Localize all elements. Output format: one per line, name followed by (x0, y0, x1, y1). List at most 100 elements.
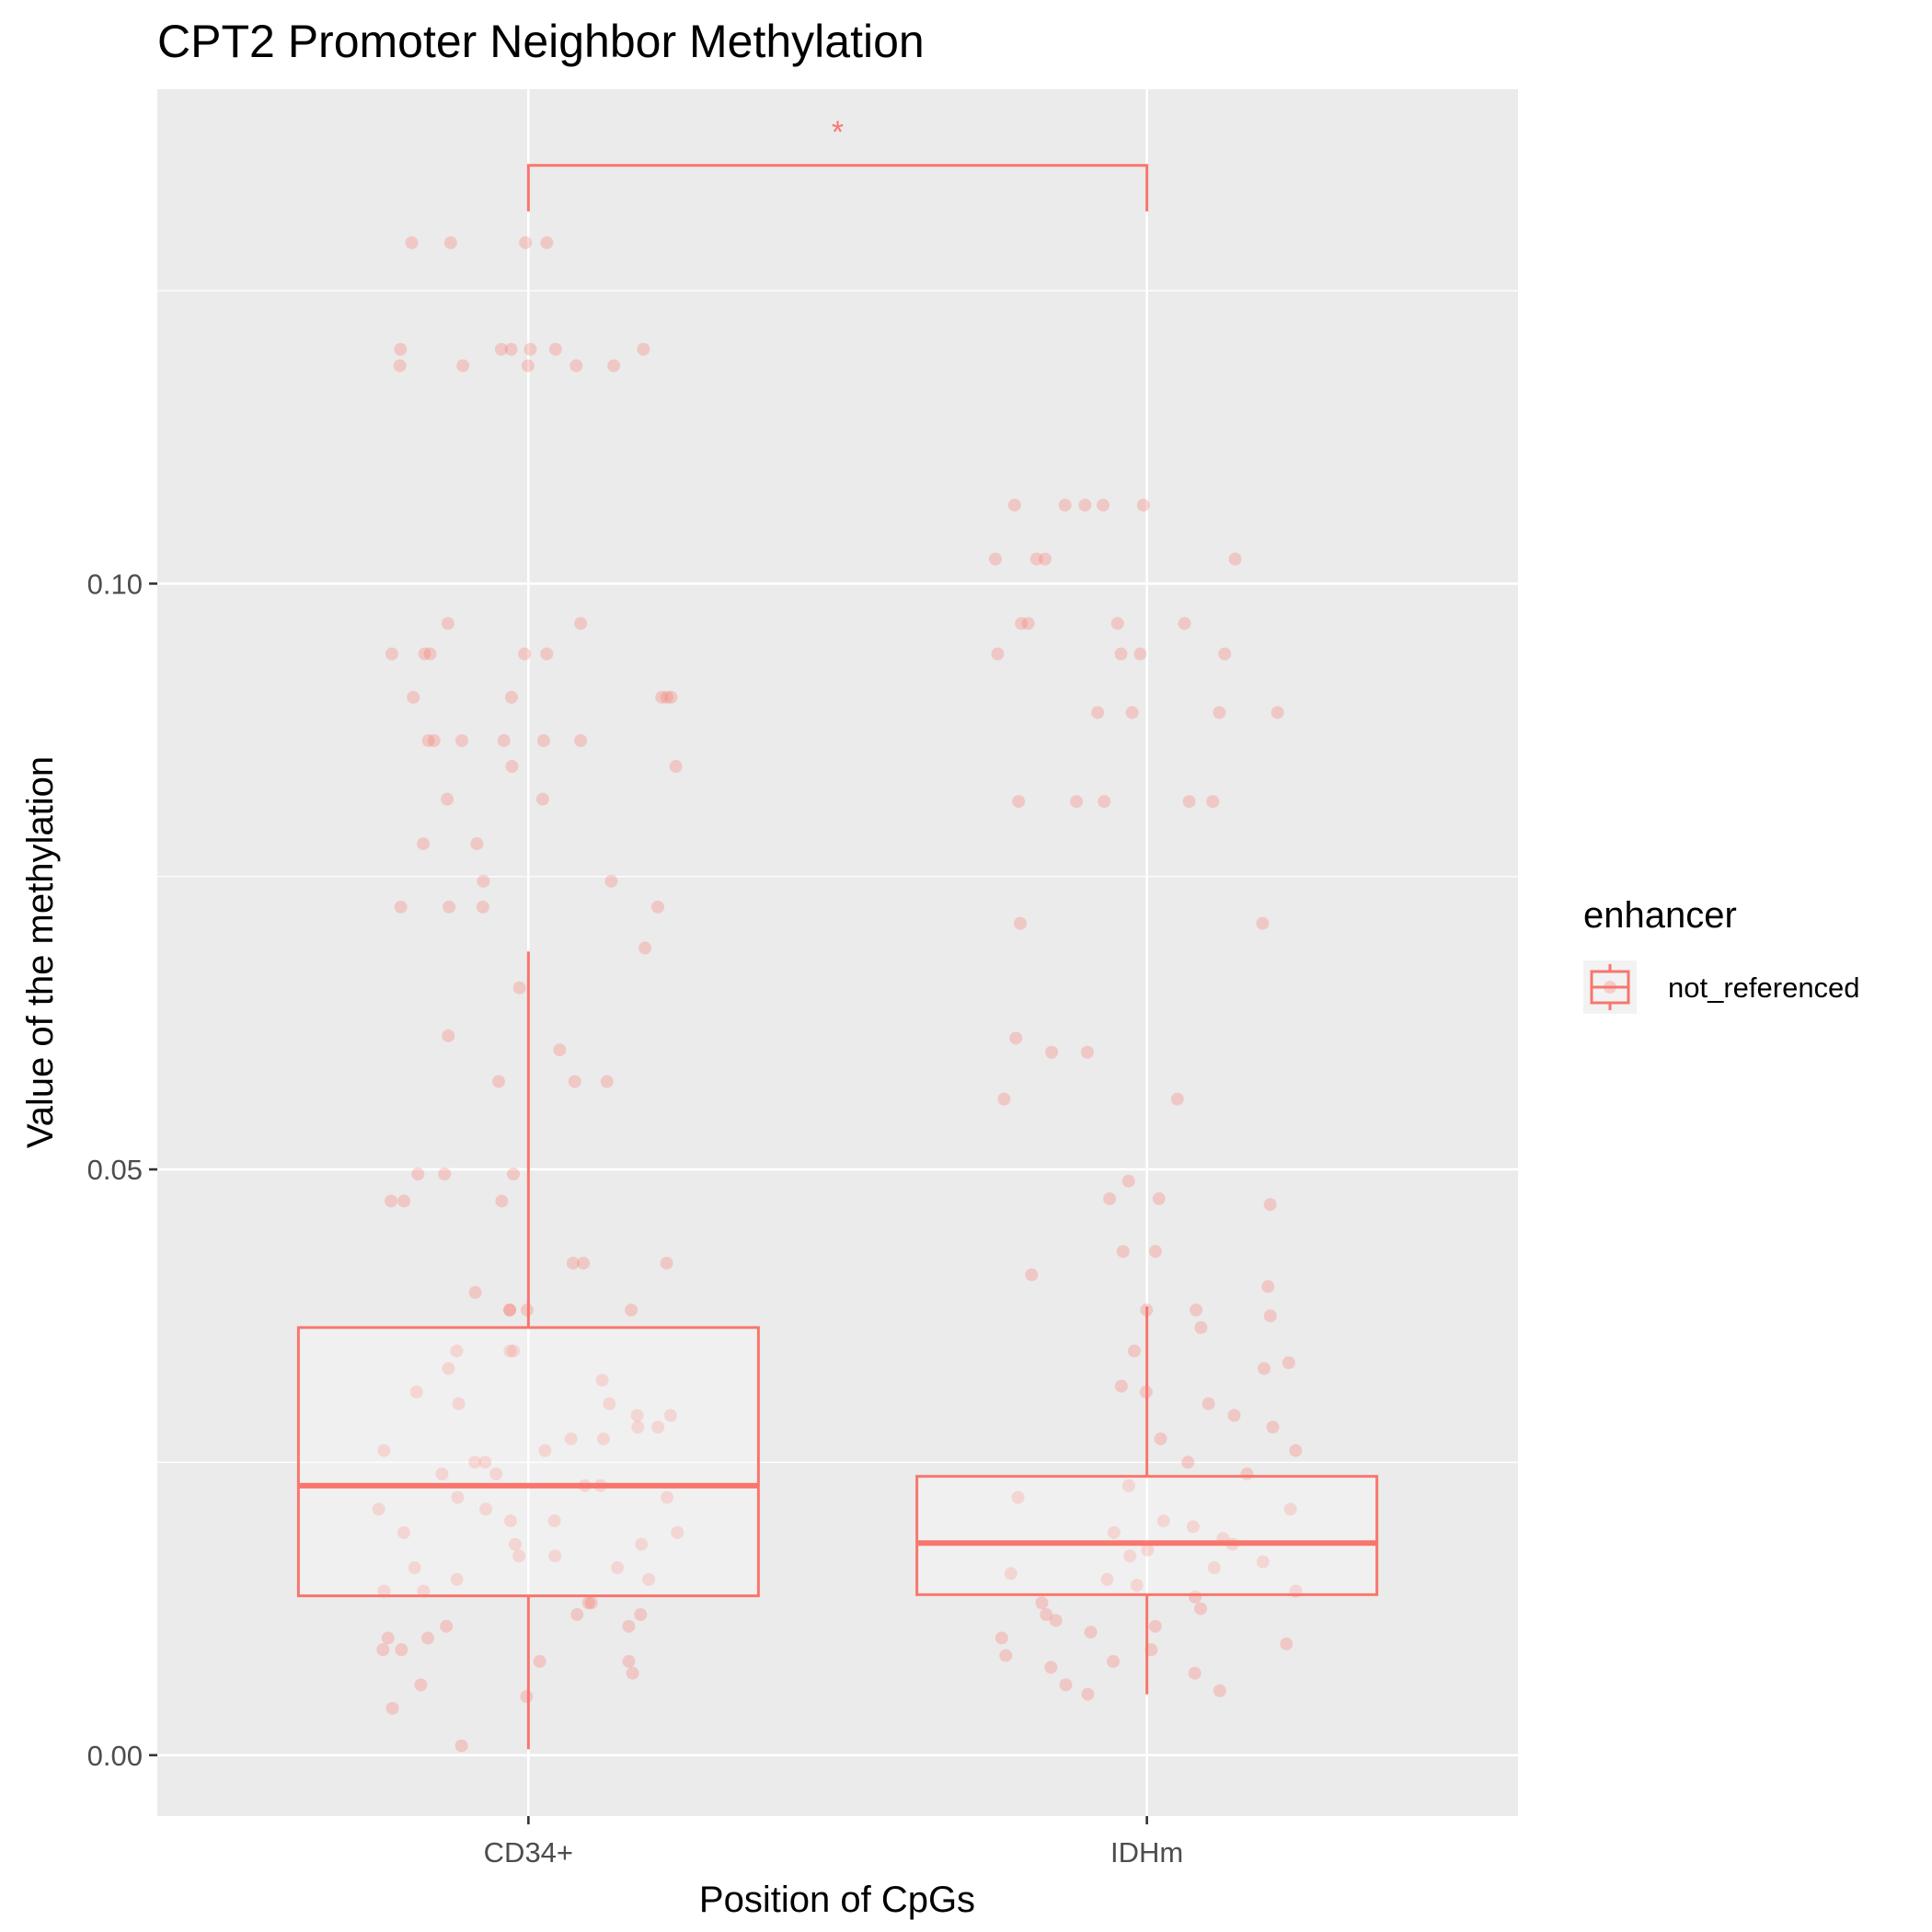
data-point (1261, 1280, 1275, 1294)
data-point (518, 647, 532, 661)
data-point (1125, 706, 1139, 719)
data-point (1148, 1245, 1162, 1259)
data-point (1045, 1045, 1059, 1059)
data-point (1213, 706, 1226, 719)
data-point (1271, 706, 1284, 719)
data-point (1021, 616, 1035, 630)
data-point (988, 552, 1002, 566)
data-point (1154, 1432, 1167, 1445)
data-point (547, 1514, 561, 1528)
data-point (1266, 1420, 1280, 1434)
data-point (377, 1584, 391, 1598)
data-point (651, 900, 665, 914)
data-point (1121, 1174, 1135, 1188)
data-point (630, 1409, 644, 1422)
data-point (1084, 1626, 1098, 1639)
data-point (1080, 1045, 1094, 1059)
data-point (540, 647, 554, 661)
data-point (1152, 1191, 1166, 1205)
data-point (435, 1467, 449, 1481)
data-point (468, 1285, 482, 1299)
data-point (663, 1409, 677, 1422)
data-point (421, 734, 435, 748)
data-point (1256, 916, 1270, 930)
data-point (523, 342, 537, 356)
significance-label: * (832, 115, 844, 150)
data-point (1141, 1543, 1155, 1557)
data-point (451, 1490, 465, 1504)
data-point (540, 236, 554, 249)
data-point (607, 359, 621, 373)
data-point (503, 1514, 517, 1528)
data-point (1059, 1678, 1073, 1692)
box-iqr (915, 1475, 1379, 1596)
data-point (1121, 1478, 1135, 1492)
data-point (503, 1344, 517, 1358)
data-point (512, 981, 526, 995)
legend: enhancer not_referenced (1583, 895, 1860, 1014)
data-point (489, 1467, 503, 1481)
data-point (626, 1666, 639, 1680)
data-point (427, 734, 441, 748)
data-point (1009, 1031, 1023, 1045)
jitter-points (372, 236, 1303, 1753)
data-point (394, 900, 408, 914)
data-point (476, 900, 489, 914)
y-axis-title: Value of the methylation (20, 756, 61, 1148)
data-point (443, 900, 456, 914)
data-point (1256, 1555, 1270, 1569)
data-point (1213, 1684, 1226, 1697)
data-point (548, 1549, 562, 1563)
data-point (512, 1549, 526, 1563)
bracket-line (526, 164, 1149, 212)
data-point (418, 647, 431, 661)
data-point (414, 1678, 428, 1692)
data-point (494, 342, 508, 356)
data-point (570, 1607, 584, 1621)
x-tick-label: CD34+ (484, 1836, 573, 1869)
data-point (1289, 1443, 1303, 1457)
data-point (477, 874, 490, 888)
data-point (1012, 795, 1026, 809)
x-tick-label: IDHm (1110, 1836, 1183, 1869)
data-point (519, 236, 533, 249)
data-point (377, 1443, 391, 1457)
data-point (1263, 1309, 1277, 1323)
data-point (441, 792, 454, 806)
data-point (508, 1537, 522, 1551)
data-point (995, 1631, 1008, 1645)
data-point (1282, 1356, 1295, 1370)
data-point (638, 941, 652, 955)
data-point (1280, 1637, 1294, 1650)
data-point (440, 1619, 454, 1633)
data-point (535, 792, 549, 806)
x-axis-title: Position of CpGs (699, 1880, 975, 1920)
data-point (1116, 1245, 1130, 1259)
data-point (443, 236, 457, 249)
data-point (450, 1344, 464, 1358)
data-point (533, 1654, 546, 1668)
box-cd34 (296, 951, 760, 1750)
data-point (502, 1303, 516, 1317)
chart-title: CPT2 Promoter Neighbor Methylation (157, 16, 925, 67)
data-point (611, 1561, 625, 1575)
data-point (637, 342, 650, 356)
data-point (438, 1167, 452, 1181)
data-point (1100, 1572, 1114, 1586)
data-point (631, 1420, 645, 1434)
data-point (421, 1631, 435, 1645)
y-tick-label: 0.10 (87, 568, 143, 600)
data-point (577, 1256, 591, 1270)
data-point (669, 760, 683, 774)
data-point (622, 1619, 636, 1633)
data-point (1035, 1596, 1049, 1610)
data-point (1013, 916, 1027, 930)
data-point (456, 359, 470, 373)
data-point (376, 1643, 390, 1657)
data-point (491, 1075, 505, 1088)
data-point (1091, 706, 1105, 719)
data-point (395, 1643, 408, 1657)
data-point (452, 1397, 466, 1410)
data-point (651, 1420, 665, 1434)
data-point (372, 1502, 385, 1516)
